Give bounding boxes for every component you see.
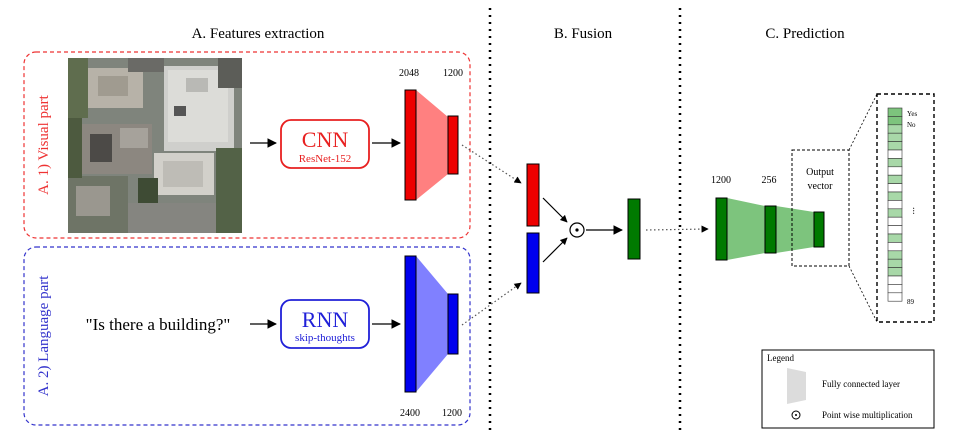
output-vector-detail-box	[876, 93, 935, 323]
output-cell	[887, 116, 903, 126]
question-text: "Is there a building?"	[86, 315, 231, 334]
output-cell	[887, 158, 903, 168]
output-cell	[887, 216, 903, 226]
section-title-prediction: C. Prediction	[765, 26, 845, 42]
language-block-1200	[447, 293, 459, 355]
connector-language-to-fusion	[461, 282, 522, 326]
prediction-fc-layer-1	[727, 198, 765, 260]
output-cell	[887, 132, 903, 142]
prediction-dim-mid: 256	[762, 175, 777, 186]
output-cell	[887, 225, 903, 235]
prediction-block-256	[764, 205, 777, 254]
cnn-subtitle: ResNet-152	[299, 153, 352, 165]
legend-pointwise-text: Point wise multiplication	[822, 410, 913, 420]
visual-part-label: A. 1) Visual part	[36, 94, 52, 194]
prediction-block-output	[813, 211, 825, 248]
legend-title: Legend	[767, 353, 794, 363]
output-vector-line2: vector	[808, 181, 834, 192]
output-vector-line1: Output	[806, 167, 834, 178]
legend-fc-icon	[787, 368, 806, 404]
output-label-ellipsis: ...	[910, 207, 921, 215]
cnn-title: CNN	[302, 127, 349, 152]
fusion-visual-block	[526, 163, 540, 227]
output-cell	[887, 124, 903, 134]
rnn-subtitle: skip-thoughts	[295, 332, 355, 344]
output-cell	[887, 258, 903, 268]
output-label-last: 89	[907, 298, 915, 306]
zoom-line-bottom	[848, 265, 878, 323]
language-dim-in: 2400	[400, 408, 420, 419]
visual-fc-layer	[416, 90, 448, 200]
zoom-line-top	[848, 93, 878, 151]
language-block-2400	[404, 255, 417, 393]
output-cell	[887, 284, 903, 294]
output-label-no: No	[907, 121, 916, 129]
language-fc-layer	[416, 256, 448, 392]
language-dim-out: 1200	[442, 408, 462, 419]
output-label-yes: Yes	[907, 110, 917, 118]
output-cell	[887, 292, 903, 302]
legend-pointwise-dot	[795, 414, 797, 416]
aerial-image	[68, 58, 242, 233]
connector-fusion-to-prediction	[645, 225, 709, 233]
language-part-box	[23, 246, 471, 426]
output-cell	[887, 191, 903, 201]
visual-dim-in: 2048	[399, 68, 419, 79]
output-cell	[887, 242, 903, 252]
language-part-label: A. 2) Language part	[36, 275, 52, 397]
output-cell	[887, 166, 903, 176]
output-cell	[887, 233, 903, 243]
rnn-box	[280, 299, 370, 349]
output-cell	[887, 149, 903, 159]
visual-part-box	[23, 51, 471, 239]
prediction-block-1200	[715, 197, 728, 261]
output-cells	[887, 107, 903, 302]
output-cell	[887, 141, 903, 151]
arrow-visual-to-product	[542, 197, 568, 223]
visual-dim-out: 1200	[443, 68, 463, 79]
output-cell	[887, 275, 903, 285]
output-vector-box	[791, 149, 850, 267]
arrow-language-to-product	[542, 237, 568, 263]
prediction-fc-layer-2	[776, 206, 814, 253]
section-title-features: A. Features extraction	[192, 26, 325, 42]
visual-block-1200	[447, 115, 459, 175]
connector-visual-to-fusion	[461, 144, 522, 184]
visual-block-2048	[404, 89, 417, 201]
prediction-dim-in: 1200	[711, 175, 731, 186]
output-cell	[887, 174, 903, 184]
output-cell	[887, 250, 903, 260]
fused-block	[627, 198, 641, 260]
cnn-box	[280, 119, 370, 169]
output-cell	[887, 200, 903, 210]
pointwise-dot	[575, 228, 579, 232]
legend-fc-text: Fully connected layer	[822, 379, 900, 389]
rnn-title: RNN	[302, 307, 349, 332]
output-cell	[887, 208, 903, 218]
section-title-fusion: B. Fusion	[554, 26, 613, 42]
output-cell	[887, 107, 903, 117]
output-cell	[887, 183, 903, 193]
fusion-language-block	[526, 232, 540, 294]
output-cell	[887, 267, 903, 277]
